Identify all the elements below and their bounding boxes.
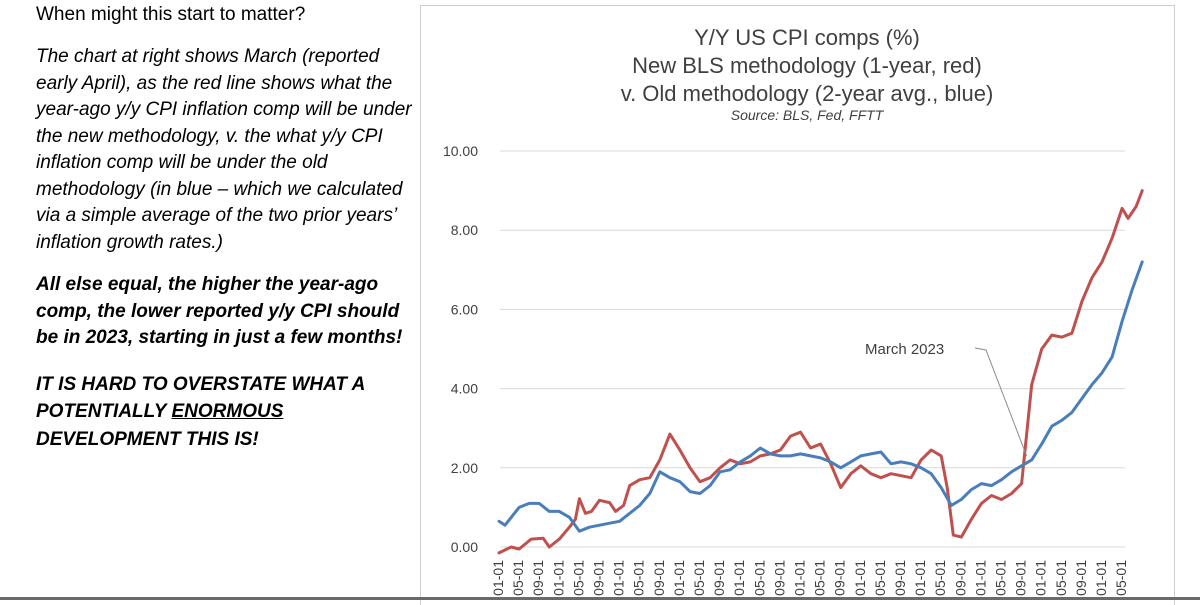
- march-2023-annotation: March 2023: [865, 341, 944, 358]
- x-tick-label: 01-01: [490, 560, 506, 596]
- x-tick-label: 05-01: [993, 560, 1009, 596]
- x-tick-label: 05-01: [812, 560, 828, 596]
- warning-underlined-word: ENORMOUS: [171, 401, 284, 422]
- x-tick-label: 09-01: [1073, 560, 1089, 596]
- x-tick-label: 01-01: [792, 560, 808, 596]
- chart-title-line: New BLS methodology (1-year, red): [632, 53, 982, 78]
- x-tick-label: 09-01: [530, 560, 546, 596]
- chart-frame: [420, 5, 1175, 605]
- series-line: [497, 260, 1144, 533]
- x-tick-label: 01-01: [852, 560, 868, 596]
- y-tick-label: 8.00: [451, 222, 478, 238]
- warning-text-end: DEVELOPMENT THIS IS!: [36, 428, 259, 450]
- x-tick-label: 05-01: [1053, 560, 1069, 596]
- chart-title-line: Y/Y US CPI comps (%): [694, 25, 920, 50]
- x-tick-label: 09-01: [892, 560, 908, 596]
- x-tick-label: 05-01: [570, 560, 586, 596]
- x-tick-label: 01-01: [1033, 560, 1049, 596]
- panel-heading: When might this start to matter?: [36, 4, 306, 25]
- x-tick-label: 05-01: [631, 560, 647, 596]
- x-tick-label: 01-01: [1093, 560, 1109, 596]
- chart-description: The chart at right shows March (reported…: [36, 46, 412, 253]
- x-tick-label: 09-01: [651, 560, 667, 596]
- annotation-leader-line: [974, 347, 1028, 457]
- x-tick-label: 05-01: [510, 560, 526, 596]
- bottom-divider: [0, 597, 1200, 600]
- cpi-comps-chart: Y/Y US CPI comps (%) New BLS methodology …: [443, 25, 1144, 596]
- x-tick-label: 09-01: [832, 560, 848, 596]
- warning-text-start: IT IS HARD TO OVERSTATE WHAT A POTENTIAL…: [36, 373, 365, 423]
- x-tick-label: 01-01: [912, 560, 928, 596]
- x-tick-label: 01-01: [611, 560, 627, 596]
- x-tick-label: 09-01: [591, 560, 607, 596]
- left-text-panel: When might this start to matter? The cha…: [36, 0, 416, 453]
- chart-title-line: v. Old methodology (2-year avg., blue): [621, 81, 994, 106]
- x-tick-label: 09-01: [952, 560, 968, 596]
- y-tick-label: 2.00: [451, 460, 478, 476]
- y-tick-label: 4.00: [451, 381, 478, 397]
- x-tick-label: 05-01: [1113, 560, 1129, 596]
- x-tick-label: 05-01: [932, 560, 948, 596]
- x-tick-label: 05-01: [691, 560, 707, 596]
- warning-note: IT IS HARD TO OVERSTATE WHAT A POTENTIAL…: [36, 371, 416, 454]
- y-tick-label: 6.00: [451, 301, 478, 317]
- x-tick-label: 01-01: [972, 560, 988, 596]
- emphasis-note: All else equal, the higher the year-ago …: [36, 274, 403, 348]
- series-line: [497, 189, 1144, 555]
- y-tick-label: 10.00: [443, 143, 478, 159]
- chart-source: Source: BLS, Fed, FFTT: [731, 107, 885, 123]
- x-tick-label: 09-01: [771, 560, 787, 596]
- x-tick-label: 05-01: [872, 560, 888, 596]
- x-tick-label: 01-01: [731, 560, 747, 596]
- x-tick-label: 05-01: [751, 560, 767, 596]
- x-tick-label: 01-01: [671, 560, 687, 596]
- x-tick-label: 09-01: [1013, 560, 1029, 596]
- x-tick-label: 09-01: [711, 560, 727, 596]
- y-tick-label: 0.00: [451, 539, 478, 555]
- x-tick-label: 01-01: [550, 560, 566, 596]
